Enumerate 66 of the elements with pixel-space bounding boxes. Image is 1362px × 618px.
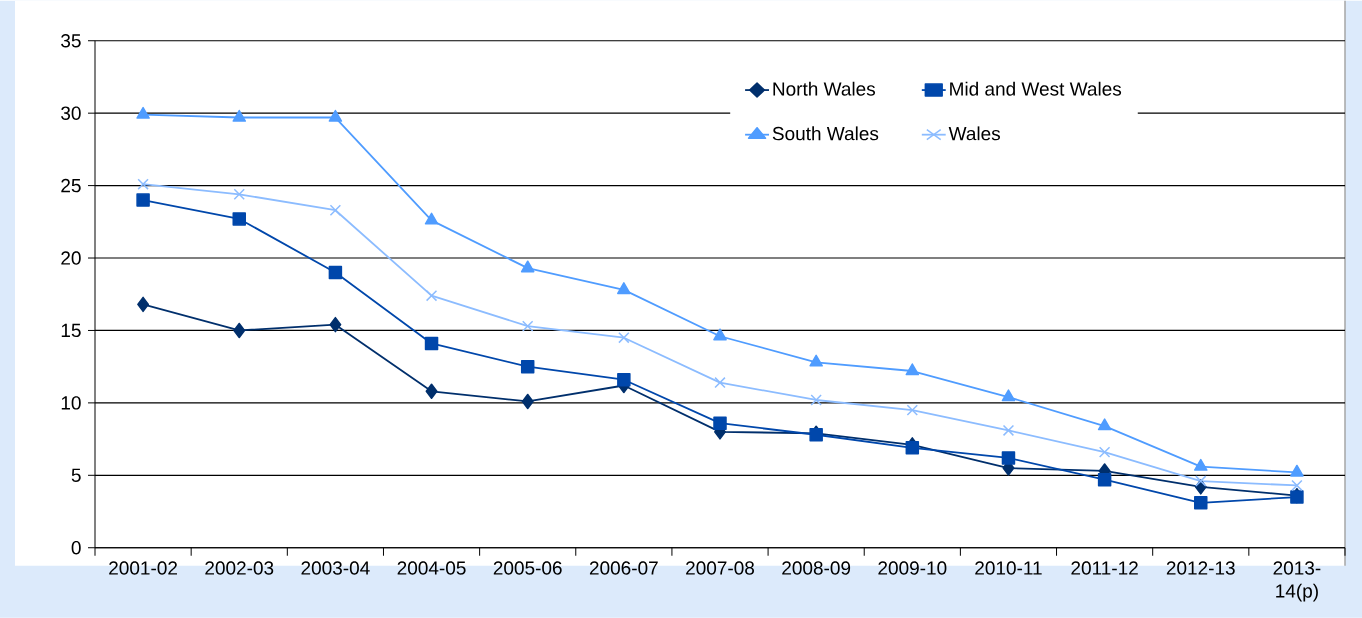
point: [232, 212, 246, 226]
point: [809, 354, 823, 367]
point: [713, 328, 727, 341]
point: [618, 332, 630, 344]
legend-label: Mid and West Wales: [950, 81, 1122, 96]
point: [424, 212, 439, 225]
point: [136, 193, 150, 207]
point: [328, 109, 343, 122]
point: [425, 290, 438, 302]
x-tick-label: 2006-07: [589, 561, 658, 575]
point: [424, 336, 439, 351]
y-tick-label: 5: [71, 468, 81, 483]
y-tick-label: 20: [61, 251, 81, 265]
legend-label: Wales: [948, 126, 1000, 141]
x-tick-label: 2009-10: [878, 561, 947, 575]
point: [1002, 424, 1015, 437]
point: [1001, 389, 1016, 402]
point: [1290, 464, 1304, 477]
point: [714, 377, 726, 389]
x-tick-label: 2003-04: [301, 561, 370, 575]
legend-label: North Wales: [773, 81, 876, 96]
point: [328, 265, 343, 280]
point: [1194, 496, 1208, 510]
point: [329, 317, 342, 333]
point: [1098, 446, 1111, 458]
point: [713, 416, 727, 431]
point: [1097, 473, 1112, 487]
point: [522, 320, 534, 332]
point: [329, 204, 342, 217]
point: [520, 260, 535, 273]
point: [810, 394, 822, 406]
point: [1001, 451, 1016, 465]
y-tick-label: 15: [61, 323, 81, 338]
x-tick-label: 2007-08: [686, 561, 755, 575]
legend-label: South Wales: [772, 126, 879, 141]
point: [521, 393, 534, 410]
point: [137, 296, 150, 313]
point: [617, 373, 631, 387]
point: [233, 322, 246, 339]
point: [617, 282, 631, 295]
point: [905, 441, 920, 455]
point: [425, 383, 438, 400]
x-tick-label: 2013-14(p): [1273, 561, 1321, 602]
x-tick-label: 2010-11: [975, 561, 1042, 575]
point: [137, 178, 149, 190]
x-tick-label: 2001-02: [109, 561, 177, 575]
point: [1195, 475, 1207, 487]
x-tick-label: 2005-06: [493, 561, 562, 575]
point: [232, 109, 247, 122]
x-tick-label: 2011-12: [1071, 561, 1138, 575]
point: [520, 360, 535, 374]
y-tick-label: 25: [61, 179, 81, 193]
point: [1097, 418, 1112, 431]
y-tick-label: 30: [61, 106, 81, 121]
x-tick-label: 2002-03: [205, 561, 274, 575]
point: [905, 363, 920, 376]
y-tick-label: 35: [61, 34, 81, 48]
y-tick-label: 10: [61, 396, 81, 410]
point: [136, 106, 150, 119]
x-tick-label: 2004-05: [397, 561, 466, 575]
point: [906, 404, 919, 416]
y-tick-label: 0: [71, 541, 81, 555]
point: [1291, 479, 1303, 492]
x-tick-label: 2012-13: [1166, 561, 1235, 575]
point: [233, 188, 245, 201]
x-tick-label: 2008-09: [782, 561, 851, 575]
